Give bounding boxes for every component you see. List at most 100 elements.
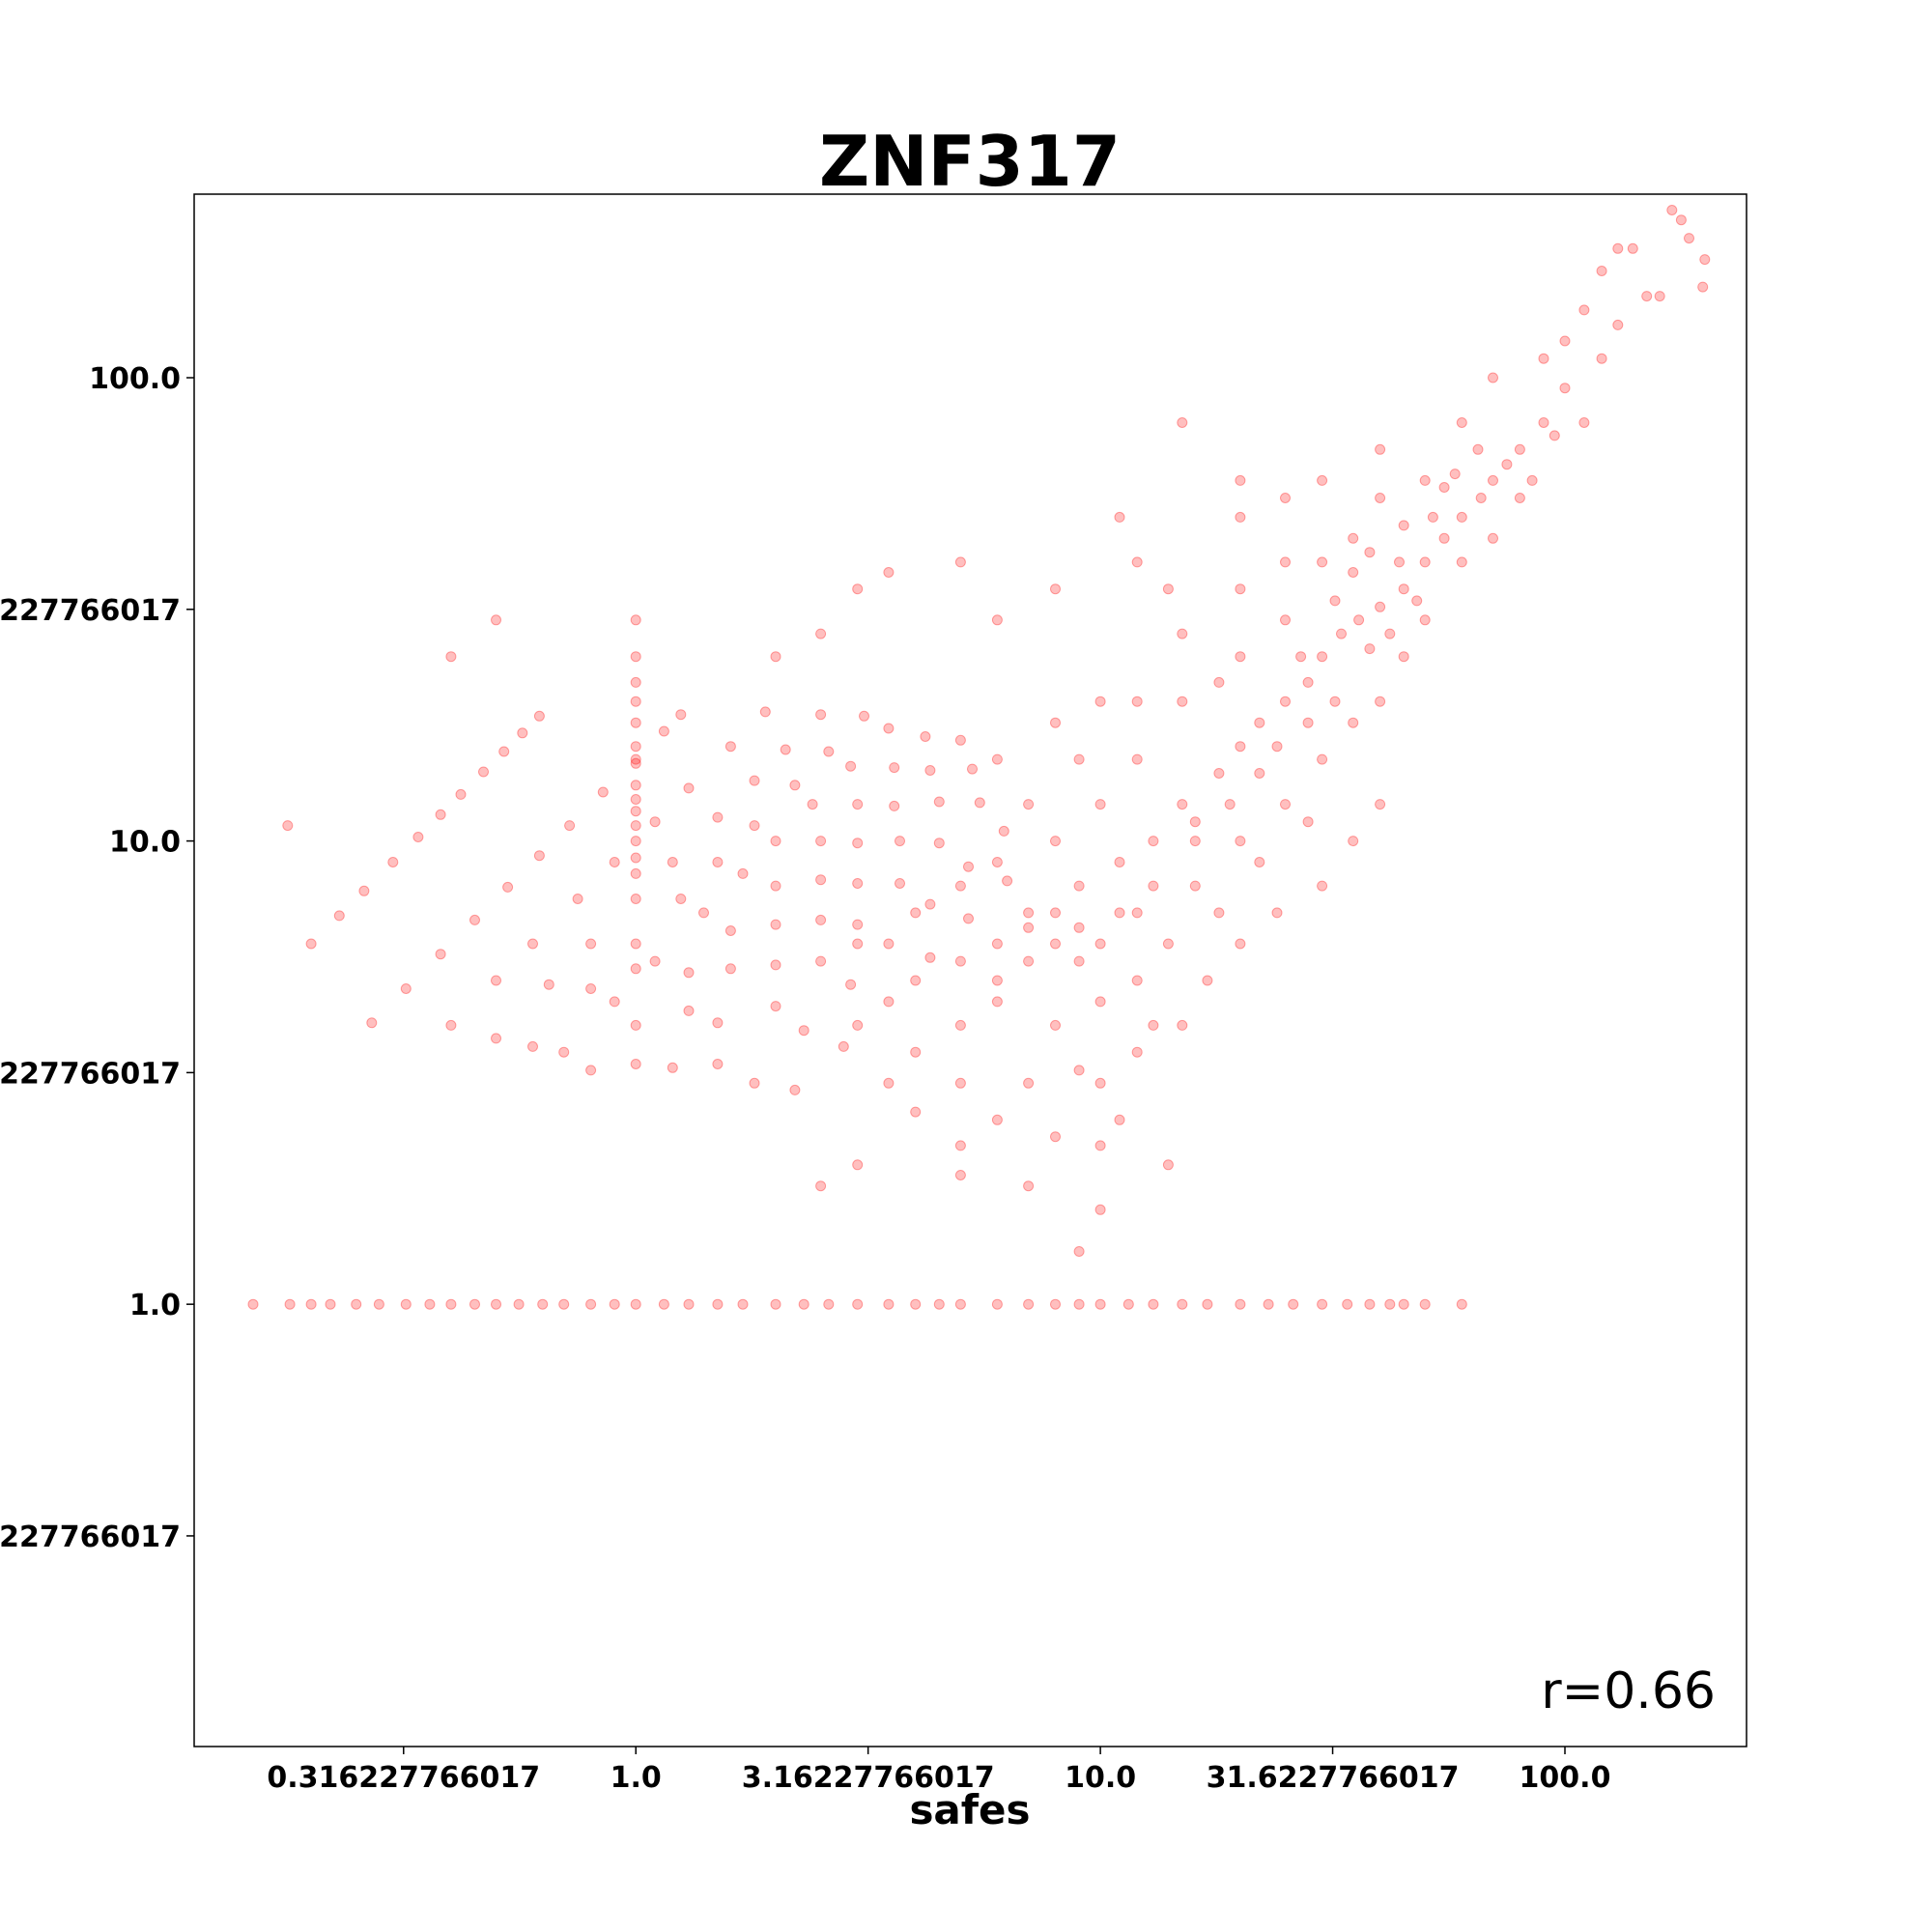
data-point bbox=[630, 696, 641, 707]
data-point bbox=[974, 797, 985, 809]
data-point bbox=[667, 857, 678, 867]
data-point bbox=[1375, 696, 1386, 707]
data-point bbox=[1398, 651, 1409, 663]
data-point bbox=[823, 1298, 835, 1310]
data-point bbox=[478, 766, 489, 778]
data-point bbox=[445, 1298, 457, 1310]
data-point bbox=[845, 979, 857, 990]
x-axis-label: safes bbox=[909, 1786, 1030, 1833]
data-point bbox=[1002, 875, 1013, 887]
data-point bbox=[780, 744, 791, 755]
data-point bbox=[597, 786, 609, 798]
data-point bbox=[815, 836, 827, 847]
data-point bbox=[491, 1033, 501, 1044]
data-point bbox=[852, 938, 864, 950]
data-point bbox=[630, 894, 641, 904]
data-point bbox=[469, 1298, 480, 1310]
data-point bbox=[1302, 816, 1314, 828]
data-point bbox=[564, 820, 576, 832]
data-point bbox=[954, 1298, 966, 1310]
data-point bbox=[351, 1298, 362, 1310]
data-point bbox=[852, 1019, 864, 1031]
data-point bbox=[963, 861, 974, 872]
data-point bbox=[1280, 493, 1291, 503]
data-point bbox=[1514, 443, 1525, 455]
data-point bbox=[455, 788, 467, 800]
data-point bbox=[1419, 474, 1431, 486]
data-point bbox=[1364, 1298, 1376, 1310]
data-point bbox=[1202, 1298, 1213, 1310]
data-point bbox=[889, 762, 900, 774]
data-point bbox=[954, 556, 966, 568]
data-point bbox=[1475, 493, 1487, 503]
data-point bbox=[1235, 938, 1246, 950]
data-point bbox=[1254, 768, 1265, 779]
data-point bbox=[1449, 469, 1461, 480]
data-point bbox=[1131, 753, 1143, 765]
data-point bbox=[630, 741, 641, 753]
data-point bbox=[1114, 1114, 1125, 1125]
data-point bbox=[1375, 493, 1386, 503]
data-point bbox=[1456, 1298, 1467, 1310]
data-point bbox=[491, 614, 501, 626]
data-point bbox=[435, 809, 446, 820]
data-point bbox=[883, 938, 895, 950]
data-point bbox=[789, 1084, 801, 1095]
data-point bbox=[1427, 511, 1438, 523]
data-point bbox=[991, 1114, 1003, 1125]
data-point bbox=[1398, 520, 1409, 531]
data-point bbox=[815, 628, 827, 639]
data-point bbox=[1148, 836, 1159, 847]
y-tick-label: 0.316227766017 bbox=[0, 1520, 181, 1554]
data-point bbox=[1023, 1298, 1035, 1310]
data-point bbox=[527, 1040, 538, 1052]
data-point bbox=[933, 1298, 945, 1310]
data-point bbox=[1114, 907, 1125, 919]
data-point bbox=[1559, 383, 1571, 394]
data-point bbox=[284, 1298, 296, 1310]
data-point bbox=[1073, 880, 1085, 892]
data-point bbox=[815, 874, 827, 886]
data-point bbox=[838, 1040, 849, 1052]
data-point bbox=[1050, 1019, 1061, 1031]
data-point bbox=[954, 955, 966, 967]
data-point bbox=[373, 1298, 384, 1310]
data-point bbox=[852, 583, 864, 595]
data-point bbox=[1342, 1298, 1353, 1310]
data-point bbox=[1488, 372, 1498, 384]
data-point bbox=[1641, 291, 1653, 302]
data-point bbox=[1348, 717, 1359, 728]
data-point bbox=[1336, 628, 1347, 639]
data-point bbox=[1501, 459, 1513, 470]
data-point bbox=[1364, 643, 1376, 655]
x-tick-label: 3.16227766017 bbox=[742, 1761, 995, 1795]
data-point bbox=[883, 723, 895, 734]
data-point bbox=[630, 753, 641, 765]
points-layer bbox=[247, 205, 1711, 1310]
data-point bbox=[1699, 254, 1711, 266]
data-point bbox=[585, 938, 597, 950]
data-point bbox=[1235, 474, 1246, 486]
data-point bbox=[1419, 614, 1431, 626]
data-point bbox=[366, 1017, 378, 1029]
data-point bbox=[770, 1001, 781, 1012]
data-point bbox=[1488, 532, 1498, 544]
data-point bbox=[1612, 242, 1624, 254]
data-point bbox=[712, 1059, 724, 1069]
data-point bbox=[1073, 753, 1085, 765]
data-point bbox=[1411, 595, 1423, 607]
data-point bbox=[798, 1298, 810, 1310]
data-point bbox=[1148, 880, 1159, 892]
data-point bbox=[1271, 907, 1283, 919]
data-point bbox=[1073, 1065, 1085, 1076]
data-point bbox=[558, 1046, 570, 1058]
data-point bbox=[585, 983, 597, 994]
data-point bbox=[883, 1298, 895, 1310]
data-point bbox=[770, 880, 781, 892]
data-point bbox=[1162, 938, 1174, 950]
data-point bbox=[1224, 799, 1236, 810]
data-point bbox=[991, 975, 1003, 986]
data-point bbox=[1675, 214, 1687, 226]
data-point bbox=[630, 717, 641, 728]
